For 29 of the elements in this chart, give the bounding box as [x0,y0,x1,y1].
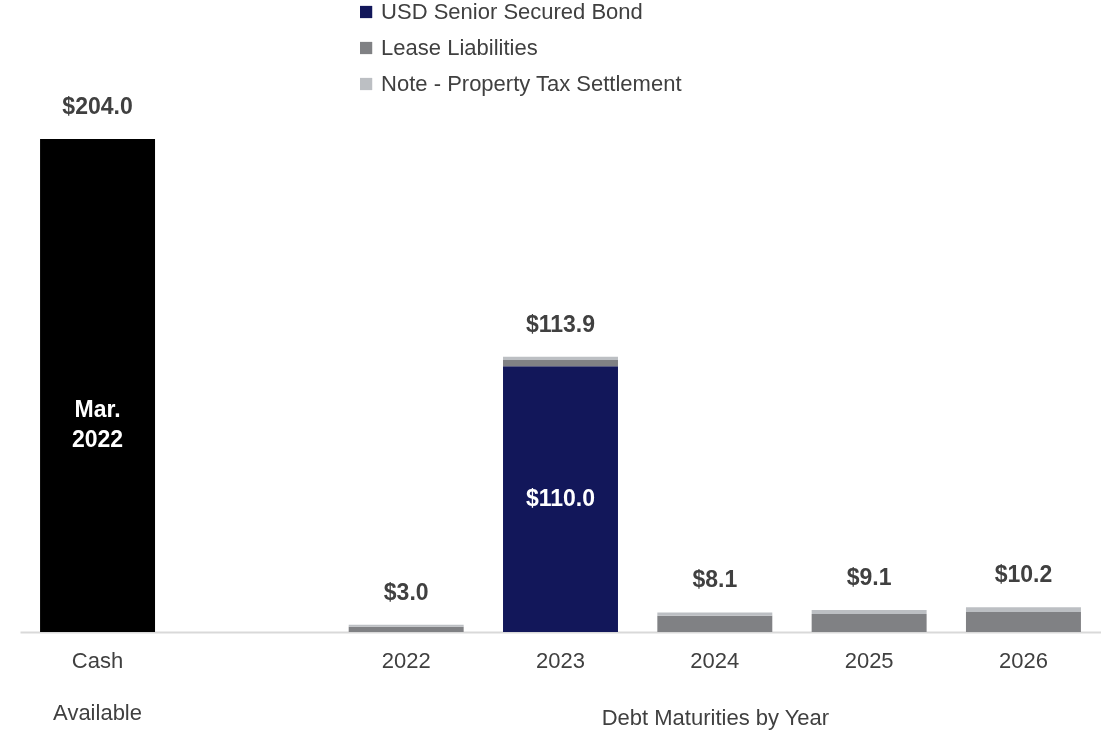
x-tick-label: 2023 [536,647,585,673]
bar [657,612,773,616]
total-label: $8.1 [692,566,738,593]
legend-label: Note - Property Tax Settlement [381,71,682,96]
total-label: $3.0 [383,578,429,605]
x-tick-label: 2022 [381,647,431,673]
x-tick-label: 2026 [998,647,1048,673]
bar [503,366,618,632]
total-label: $10.2 [994,561,1053,588]
bar [965,611,1081,632]
annotation: Mar. 2022 [71,396,124,453]
x-tick-label: 2024 [690,647,740,673]
category-label: Cash Available [53,647,142,725]
total-label: $9.1 [846,564,892,591]
bar [657,615,773,632]
bar [811,610,927,615]
bar [348,626,464,632]
bar [811,614,927,632]
legend-label: USD Senior Secured Bond [381,0,643,24]
bar [965,607,1081,612]
bar [40,139,156,632]
x-axis-title: Debt Maturities by Year [601,704,830,730]
total-label: $113.9 [525,310,596,337]
data-label: $110.0 [525,485,596,512]
x-tick-label: 2025 [844,647,894,673]
bar [503,356,618,360]
total-label: $204.0 [62,93,133,119]
bar [503,359,618,367]
legend-label: Lease Liabilities [381,35,538,60]
